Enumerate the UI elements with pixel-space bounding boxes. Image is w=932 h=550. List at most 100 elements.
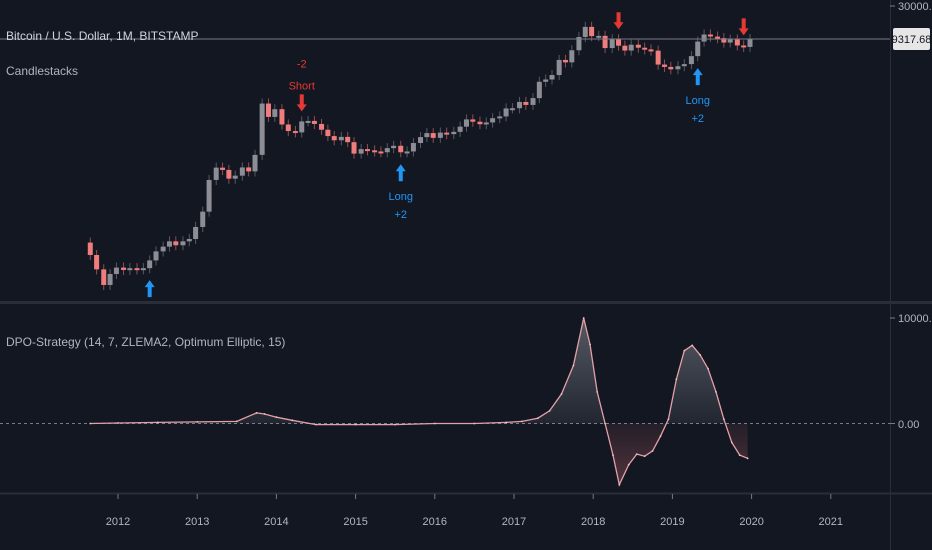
indicator-point [473,422,476,425]
last-price-label: 9317.68 [892,34,932,46]
candle-body [444,132,450,135]
candle-body [463,119,469,127]
time-tick-label: 2014 [264,516,288,528]
candle-body [206,179,212,212]
long-arrow-icon [395,164,406,182]
candle-body [530,98,536,105]
indicator-point [596,390,599,393]
candle-body [200,211,206,227]
indicator-point [275,416,278,419]
candle-body [424,133,430,138]
candle-body [622,45,628,51]
candle-body [404,151,410,154]
candle-body [226,169,232,179]
chart-title: Bitcoin / U.S. Dollar, 1M, BITSTAMP [6,29,199,43]
candle-body [193,226,199,239]
indicator-point [572,364,575,367]
time-axis[interactable]: 2012 2013 2014 2015 2016 2017 2018 2019 2020 2021 [106,494,843,528]
indicator-pane: DPO-Strategy (14, 7, ZLEMA2, Optimum Ell… [0,317,890,487]
candle-body [517,101,523,109]
candle-body [186,238,192,242]
indicator-point [536,417,539,420]
indicator-tick-label-0: 0.00 [898,419,919,431]
indicator-point [651,450,654,452]
candle-body [384,148,390,153]
indicator-point [699,354,702,356]
candle-body [220,167,226,170]
long-signal-label: +2 [394,209,407,221]
candle-body [497,116,503,119]
candle-body [246,167,252,172]
short-arrow-icon [296,94,307,112]
time-tick-label: 2015 [343,516,367,528]
indicator-point [235,420,238,423]
price-axis[interactable]: 30000.00 9317.68 10000.00 0.00 [890,1,932,431]
candle-body [338,136,344,141]
candle-body [166,241,172,247]
candle-body [147,260,153,269]
candle-body [113,267,119,274]
candle-body [536,81,542,99]
candle-body [734,39,740,46]
candle-body [569,50,575,63]
candle-body [470,119,476,122]
candle-body [252,154,258,172]
candle-body [721,38,727,43]
candle-body [259,103,265,155]
candle-body [153,251,159,261]
price-pane: -2 Short Long +2 Long +2 Bitcoin / U.S. Dolla… [0,12,890,298]
candle-body [675,66,681,70]
candle-body [509,108,515,111]
candle-body [628,44,634,51]
indicator-title: DPO-Strategy (14, 7, ZLEMA2, Optimum Ell… [6,335,285,349]
short-arrow-icon [738,18,749,36]
long-arrow-icon [692,68,703,86]
candle-body [661,64,667,67]
indicator-point [667,418,670,421]
indicator-point [635,453,638,455]
indicator-point [746,457,749,460]
time-tick-label: 2021 [819,516,843,528]
candles-group [87,21,753,291]
candle-body [715,36,721,39]
indicator-point [521,420,523,423]
candle-body [642,47,648,50]
candle-body [543,79,549,82]
indicator-tick-label-10000: 10000.00 [898,313,932,325]
indicator-point [505,421,507,424]
indicator-point [582,317,585,319]
candle-body [358,149,364,154]
candle-body [160,246,166,252]
candle-body [430,133,436,138]
chart-subtitle: Candlestacks [6,64,78,78]
candle-body [325,129,331,137]
indicator-point [604,422,606,425]
indicator-point [691,344,694,347]
candle-body [562,59,568,63]
indicator-point [730,441,733,444]
time-tick-label: 2013 [185,516,209,528]
candle-body [483,122,489,125]
long-signal-label: Long [389,191,413,203]
time-tick-label: 2016 [423,516,447,528]
candle-body [549,75,555,80]
indicator-point [89,422,92,425]
indicator-point [255,412,258,414]
candle-body [747,39,753,47]
indicator-point [675,378,678,381]
candle-body [391,145,397,149]
candle-body [107,273,113,285]
candle-body [741,45,747,48]
candle-body [180,241,186,246]
candle-body [616,39,622,46]
indicator-point [263,413,266,415]
indicator-point [354,423,357,426]
candle-body [279,109,285,125]
candle-body [101,269,107,285]
indicator-point [433,422,436,425]
indicator-point [291,419,294,422]
candle-body [490,118,496,123]
candle-body [707,34,713,37]
indicator-point [643,455,646,458]
